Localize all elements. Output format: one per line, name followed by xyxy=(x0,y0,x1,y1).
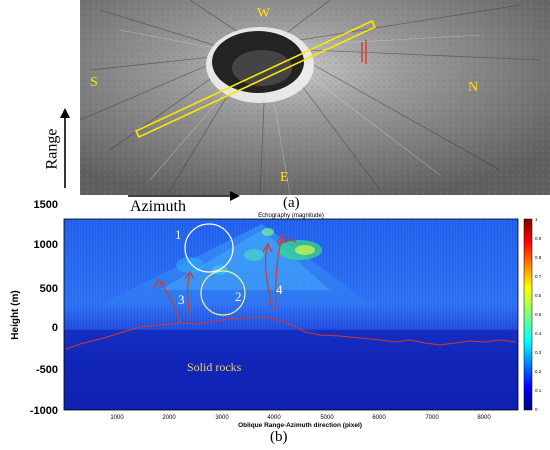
x-tick-label: 5000 xyxy=(320,415,334,421)
x-tick-label: 6000 xyxy=(372,415,386,421)
colorbar-tick: 0.7 xyxy=(535,274,542,279)
y-tick-label: 500 xyxy=(40,283,58,295)
colorbar-tick: 0.6 xyxy=(535,293,542,298)
echography-plot: Echography (magnitude) 1 2 3 4 Solid roc… xyxy=(10,199,542,429)
y-tick-label: 0 xyxy=(52,322,58,334)
x-tick-label: 3000 xyxy=(215,415,229,421)
profile-line xyxy=(134,19,377,139)
compass-west: S xyxy=(90,75,98,90)
volcano-relief xyxy=(80,0,550,195)
x-tick-label: 1000 xyxy=(110,415,124,421)
colorbar-tick: 0.4 xyxy=(535,331,542,336)
azimuth-label: Azimuth xyxy=(130,198,186,215)
range-label: Range xyxy=(43,128,61,170)
y-tick-label: -500 xyxy=(36,364,58,376)
solid-rocks-label: Solid rocks xyxy=(187,360,242,374)
annotation-label-2: 2 xyxy=(235,289,242,304)
annotation-label-4: 4 xyxy=(276,282,283,297)
panel-a-label: (a) xyxy=(283,195,300,211)
panel-b-label: (b) xyxy=(270,429,288,445)
bright-reflectors xyxy=(176,228,322,275)
colorbar-tick: 0.2 xyxy=(535,369,542,374)
annotation-circle-1 xyxy=(184,223,234,273)
colorbar-tick: 1 xyxy=(535,217,538,222)
x-tick-label: 4000 xyxy=(267,415,281,421)
colorbar-tick: 0.5 xyxy=(535,312,542,317)
colorbar-tick: 0 xyxy=(535,407,538,412)
x-axis-label: Oblique Range-Azimuth direction (pixel) xyxy=(238,422,362,429)
colorbar-tick: 0.9 xyxy=(535,236,542,241)
surface-line xyxy=(65,316,517,350)
colorbar-tick: 0.3 xyxy=(535,350,542,355)
compass-east: N xyxy=(468,80,479,95)
y-axis-label: Height (m) xyxy=(10,290,21,339)
x-tick-label: 7000 xyxy=(425,415,439,421)
colorbar xyxy=(523,218,533,411)
compass-north: W xyxy=(257,6,271,21)
annotation-arrows-4 xyxy=(262,233,297,311)
y-tick-label: -1000 xyxy=(30,405,58,417)
annotation-circle-2 xyxy=(200,270,246,316)
compass-south: E xyxy=(280,170,289,185)
colorbar-tick: 0.8 xyxy=(535,255,542,260)
chart-title: Echography (magnitude) xyxy=(258,213,324,219)
annotation-arrows-3 xyxy=(153,270,195,323)
azimuth-arrow xyxy=(128,191,240,201)
red-marker xyxy=(361,40,367,64)
y-tick-label: 1000 xyxy=(34,239,58,251)
x-tick-label: 8000 xyxy=(477,415,491,421)
annotation-label-3: 3 xyxy=(178,292,185,307)
y-tick-label: 1500 xyxy=(34,199,58,211)
x-tick-label: 2000 xyxy=(162,415,176,421)
sar-image: W E S N xyxy=(80,0,550,195)
range-arrow xyxy=(60,108,70,188)
colorbar-tick: 0.1 xyxy=(535,388,542,393)
annotation-label-1: 1 xyxy=(175,227,182,242)
